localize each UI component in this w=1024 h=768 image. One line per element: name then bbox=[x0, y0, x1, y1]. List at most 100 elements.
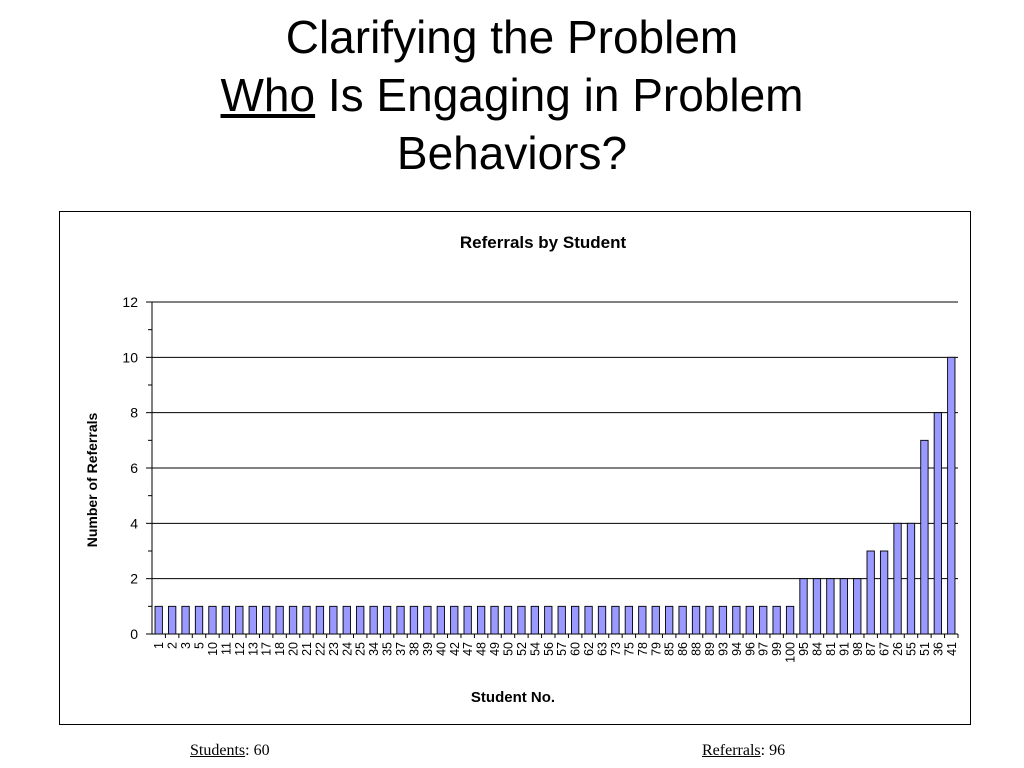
bar-26 bbox=[893, 522, 902, 635]
x-tick-label-38: 38 bbox=[407, 642, 421, 656]
bar-75 bbox=[624, 605, 634, 635]
bar-48 bbox=[476, 605, 486, 635]
x-tick-label-63: 63 bbox=[596, 642, 610, 656]
referrals-summary: Referrals: 96 bbox=[702, 742, 785, 760]
bar-18 bbox=[275, 605, 284, 635]
bar-100 bbox=[785, 605, 795, 635]
y-tick-label-6: 6 bbox=[130, 460, 138, 476]
bar-36 bbox=[933, 412, 942, 635]
x-tick-label-75: 75 bbox=[622, 642, 636, 656]
y-tick-label-12: 12 bbox=[122, 294, 138, 310]
x-tick-label-89: 89 bbox=[703, 642, 717, 656]
x-tick-label-91: 91 bbox=[837, 642, 851, 656]
bar-89 bbox=[705, 605, 714, 635]
x-tick-label-36: 36 bbox=[931, 642, 945, 656]
y-tick-label-0: 0 bbox=[130, 626, 138, 642]
x-tick-label-94: 94 bbox=[730, 642, 744, 656]
title-line-3: Behaviors? bbox=[396, 127, 628, 179]
bar-98 bbox=[853, 578, 862, 635]
bar-2 bbox=[168, 605, 177, 635]
referrals-value: : 96 bbox=[760, 742, 786, 759]
students-label: Students bbox=[190, 742, 246, 759]
bar-56 bbox=[544, 605, 553, 635]
x-tick-label-12: 12 bbox=[233, 642, 247, 656]
bar-11 bbox=[221, 605, 231, 635]
x-tick-label-67: 67 bbox=[878, 642, 892, 656]
x-tick-label-84: 84 bbox=[810, 642, 824, 656]
x-tick-label-13: 13 bbox=[246, 642, 260, 656]
bar-21 bbox=[302, 605, 311, 635]
x-tick-label-21: 21 bbox=[300, 642, 314, 656]
bar-17 bbox=[262, 605, 271, 635]
x-tick-label-2: 2 bbox=[166, 642, 180, 649]
x-tick-label-1: 1 bbox=[152, 642, 166, 649]
x-tick-label-49: 49 bbox=[488, 642, 502, 656]
x-tick-label-22: 22 bbox=[313, 642, 327, 656]
y-tick-label-4: 4 bbox=[130, 515, 138, 531]
bar-3 bbox=[181, 605, 190, 635]
bar-88 bbox=[691, 605, 701, 635]
bar-41 bbox=[947, 356, 956, 635]
x-tick-label-5: 5 bbox=[193, 642, 207, 649]
x-tick-label-93: 93 bbox=[716, 642, 730, 656]
bar-20 bbox=[288, 605, 298, 635]
bar-62 bbox=[584, 605, 593, 635]
y-tick-label-2: 2 bbox=[130, 571, 138, 587]
x-tick-label-41: 41 bbox=[945, 642, 959, 656]
y-tick-label-8: 8 bbox=[130, 405, 138, 421]
bar-60 bbox=[571, 605, 580, 635]
bar-55 bbox=[906, 522, 916, 635]
x-tick-label-40: 40 bbox=[434, 642, 448, 656]
y-axis-label: Number of Referrals bbox=[84, 412, 100, 547]
bar-81 bbox=[826, 578, 835, 635]
x-tick-label-100: 100 bbox=[784, 642, 798, 663]
bar-87 bbox=[866, 550, 875, 635]
x-tick-label-47: 47 bbox=[461, 642, 475, 656]
x-tick-label-23: 23 bbox=[327, 642, 341, 656]
bar-51 bbox=[920, 439, 929, 635]
bar-39 bbox=[423, 605, 432, 635]
bar-23 bbox=[329, 605, 338, 635]
x-tick-label-39: 39 bbox=[421, 642, 435, 656]
x-tick-label-86: 86 bbox=[676, 642, 690, 656]
x-tick-label-57: 57 bbox=[555, 642, 569, 656]
bar-99 bbox=[772, 605, 781, 635]
bar-97 bbox=[759, 605, 768, 635]
bar-10 bbox=[208, 605, 217, 635]
x-tick-label-35: 35 bbox=[381, 642, 395, 656]
x-tick-label-24: 24 bbox=[340, 642, 354, 656]
x-tick-label-42: 42 bbox=[448, 642, 462, 656]
bar-5 bbox=[194, 605, 204, 635]
bar-67 bbox=[879, 550, 889, 635]
bar-94 bbox=[732, 605, 741, 635]
bar-85 bbox=[665, 605, 674, 635]
x-tick-label-56: 56 bbox=[542, 642, 556, 656]
title-line-2: Is Engaging in Problem bbox=[315, 69, 804, 121]
bar-73 bbox=[611, 605, 620, 635]
x-tick-label-79: 79 bbox=[649, 642, 663, 656]
x-tick-label-18: 18 bbox=[273, 642, 287, 656]
x-tick-label-96: 96 bbox=[743, 642, 757, 656]
slide-title: Clarifying the Problem Who Is Engaging i… bbox=[0, 8, 1024, 182]
bar-50 bbox=[503, 605, 513, 635]
x-tick-label-73: 73 bbox=[609, 642, 623, 656]
x-tick-label-88: 88 bbox=[690, 642, 704, 656]
y-tick-label-10: 10 bbox=[122, 349, 138, 365]
bar-52 bbox=[517, 605, 526, 635]
x-tick-label-34: 34 bbox=[367, 642, 381, 656]
x-tick-label-54: 54 bbox=[528, 642, 542, 656]
bar-38 bbox=[409, 605, 419, 635]
bar-1 bbox=[154, 605, 163, 635]
referrals-label: Referrals bbox=[702, 742, 761, 759]
chart-frame: Referrals by Student 0 2 4 6 8 10 12 1 2 3 5 10 11 12 1… bbox=[59, 211, 971, 725]
x-tick-label-17: 17 bbox=[260, 642, 274, 656]
bar-37 bbox=[396, 605, 405, 635]
bar-47 bbox=[463, 605, 472, 635]
x-tick-label-81: 81 bbox=[824, 642, 838, 656]
bar-95 bbox=[799, 578, 808, 635]
bar-12 bbox=[235, 605, 244, 635]
x-tick-label-62: 62 bbox=[582, 642, 596, 656]
x-tick-label-20: 20 bbox=[287, 642, 301, 656]
x-tick-label-87: 87 bbox=[864, 642, 878, 656]
